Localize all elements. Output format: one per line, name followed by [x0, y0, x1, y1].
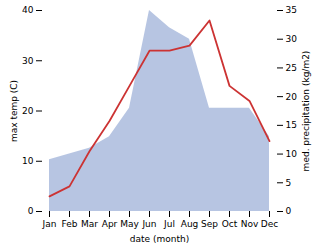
svg-text:20: 20	[286, 92, 298, 102]
svg-text:Mar: Mar	[81, 219, 98, 229]
svg-text:Apr: Apr	[102, 219, 118, 229]
svg-text:Jan: Jan	[42, 219, 57, 229]
svg-text:Aug: Aug	[181, 219, 199, 229]
svg-text:30: 30	[22, 56, 34, 66]
svg-text:med. precipitation (kg/m2): med. precipitation (kg/m2)	[301, 51, 311, 172]
svg-text:Sep: Sep	[201, 219, 218, 229]
svg-text:35: 35	[286, 5, 297, 15]
svg-text:Jun: Jun	[141, 219, 156, 229]
svg-text:10: 10	[286, 149, 298, 159]
svg-text:20: 20	[22, 106, 34, 116]
svg-text:10: 10	[22, 156, 34, 166]
svg-text:Oct: Oct	[222, 219, 238, 229]
svg-text:Nov: Nov	[241, 219, 259, 229]
svg-text:0: 0	[286, 206, 292, 216]
svg-text:0: 0	[28, 206, 34, 216]
svg-text:date (month): date (month)	[130, 234, 189, 244]
svg-text:Jul: Jul	[163, 219, 175, 229]
svg-text:May: May	[120, 219, 139, 229]
svg-text:30: 30	[286, 34, 298, 44]
svg-text:max temp (C): max temp (C)	[9, 80, 19, 142]
svg-text:5: 5	[286, 178, 292, 188]
svg-text:25: 25	[286, 63, 297, 73]
svg-text:40: 40	[22, 5, 34, 15]
svg-text:Dec: Dec	[261, 219, 278, 229]
svg-text:15: 15	[286, 120, 297, 130]
svg-text:Feb: Feb	[62, 219, 78, 229]
